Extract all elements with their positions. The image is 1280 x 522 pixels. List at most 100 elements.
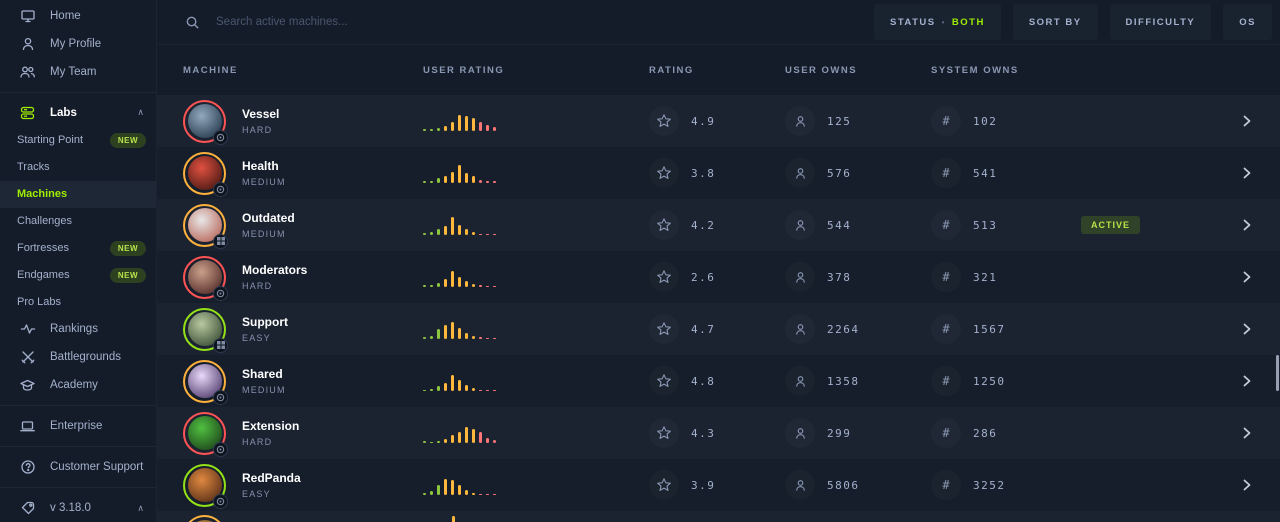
machine-row[interactable]: RedPanda EASY 3.9 5806 # 3252 <box>157 459 1280 511</box>
rating-bar <box>465 333 468 339</box>
machine-name: Moderators <box>242 263 308 277</box>
chevron-right-icon[interactable] <box>1213 167 1280 179</box>
hash-icon: # <box>931 106 961 136</box>
machine-difficulty: MEDIUM <box>242 229 286 239</box>
sidebar-item-starting-point[interactable]: Starting Point NEW <box>0 127 156 154</box>
rating-cell: 3.8 <box>649 158 785 188</box>
chevron-right-icon[interactable] <box>1213 115 1280 127</box>
sidebar-item-academy[interactable]: Academy <box>0 371 156 399</box>
machine-cell: RedPanda EASY <box>183 463 423 509</box>
rating-bar <box>437 441 440 443</box>
chevron-right-icon[interactable] <box>1213 427 1280 439</box>
hash-icon: # <box>931 314 961 344</box>
rating-bar <box>465 281 468 287</box>
user-icon <box>785 210 815 240</box>
sidebar-item-endgames[interactable]: Endgames NEW <box>0 262 156 289</box>
rating-bar <box>423 493 426 495</box>
sidebar-item-home[interactable]: Home <box>0 2 156 30</box>
machine-row[interactable]: Extension HARD 4.3 299 # 286 <box>157 407 1280 459</box>
sidebar-item-labs[interactable]: Labs ∧ <box>0 99 156 127</box>
user-owns-cell: 299 <box>785 418 931 448</box>
machine-avatar <box>183 255 228 301</box>
chevron-right-icon[interactable] <box>1213 271 1280 283</box>
sidebar-item-label: My Team <box>50 65 97 78</box>
rating-bar <box>430 181 433 183</box>
rating-cell: 2.6 <box>649 262 785 292</box>
rating-bar <box>423 181 426 183</box>
rating-bar <box>479 494 482 495</box>
chevron-right-icon[interactable] <box>1213 479 1280 491</box>
star-icon <box>649 106 679 136</box>
machine-difficulty: HARD <box>242 125 273 135</box>
rating-bar <box>472 429 475 443</box>
chevron-right-icon[interactable] <box>1213 375 1280 387</box>
sidebar-item-pro-labs[interactable]: Pro Labs <box>0 289 156 316</box>
rating-cell: 4.2 <box>649 210 785 240</box>
user-owns-cell: 576 <box>785 158 931 188</box>
chevron-right-icon[interactable] <box>1213 219 1280 231</box>
machine-cell: Extension HARD <box>183 411 423 457</box>
sidebar-item-label: Rankings <box>50 323 98 336</box>
sidebar-item-customer-support[interactable]: Customer Support <box>0 453 156 481</box>
sidebar-item-label: My Profile <box>50 37 102 50</box>
sidebar-item-fortresses[interactable]: Fortresses NEW <box>0 235 156 262</box>
machine-cell: Health MEDIUM <box>183 151 423 197</box>
rating-bar <box>472 493 475 495</box>
user-owns-value: 299 <box>827 426 852 440</box>
os-badge-icon <box>213 493 228 509</box>
machine-row[interactable]: Outdated MEDIUM 4.2 544 # 513 ACTIVE <box>157 199 1280 251</box>
machine-avatar <box>183 203 228 249</box>
rating-bar <box>465 229 468 235</box>
rating-bar <box>465 490 468 495</box>
sort-by-button[interactable]: SORT BY <box>1012 4 1098 40</box>
rating-bar <box>465 173 468 183</box>
rating-bar <box>472 336 475 339</box>
machine-cell: Outdated MEDIUM <box>183 203 423 249</box>
machine-row[interactable]: Shared MEDIUM 4.8 1358 # 1250 <box>157 355 1280 407</box>
machine-name: Vessel <box>242 107 280 121</box>
machine-row[interactable]: Support EASY 4.7 2264 # 1567 <box>157 303 1280 355</box>
sidebar-item-tracks[interactable]: Tracks <box>0 154 156 181</box>
sidebar-divider <box>0 446 156 448</box>
rating-bar <box>493 234 496 235</box>
status-filter-button[interactable]: STATUS • BOTH <box>873 4 1001 40</box>
sidebar-item-enterprise[interactable]: Enterprise <box>0 412 156 440</box>
sidebar-item-rankings[interactable]: Rankings <box>0 316 156 344</box>
rating-bar <box>444 226 447 235</box>
chevron-right-icon[interactable] <box>1213 323 1280 335</box>
rating-bar <box>486 438 489 443</box>
sidebar-item-challenges[interactable]: Challenges <box>0 208 156 235</box>
rating-bar <box>493 494 496 495</box>
user-icon <box>785 158 815 188</box>
search-input[interactable] <box>216 16 536 28</box>
search-icon <box>186 16 199 29</box>
machine-row[interactable]: Moderators HARD 2.6 378 # 321 <box>157 251 1280 303</box>
sidebar-item-my-team[interactable]: My Team <box>0 58 156 86</box>
machine-avatar <box>183 411 228 457</box>
sidebar-item-my-profile[interactable]: My Profile <box>0 30 156 58</box>
chevron-up-icon: ∧ <box>137 502 144 513</box>
machine-table-body: Vessel HARD 4.9 125 # 102 Health MEDIUM 3… <box>157 95 1280 511</box>
machine-row-partial[interactable] <box>157 511 1280 522</box>
scrollbar-thumb[interactable] <box>1276 355 1279 391</box>
rating-bar <box>458 328 461 339</box>
sidebar-item-machines[interactable]: Machines <box>0 180 156 208</box>
user-owns-cell: 125 <box>785 106 931 136</box>
rating-bar <box>472 388 475 391</box>
sidebar-item-battlegrounds[interactable]: Battlegrounds <box>0 343 156 371</box>
rating-bar <box>458 277 461 287</box>
sidebar-item-version[interactable]: v 3.18.0 ∧ <box>0 494 156 522</box>
rating-bar <box>458 165 461 183</box>
user-owns-value: 378 <box>827 270 852 284</box>
machine-row[interactable]: Health MEDIUM 3.8 576 # 541 <box>157 147 1280 199</box>
sidebar-item-label: Home <box>50 9 81 22</box>
os-filter-button[interactable]: OS <box>1223 4 1272 40</box>
labs-icon <box>19 104 36 121</box>
machine-difficulty: MEDIUM <box>242 385 286 395</box>
machine-row[interactable]: Vessel HARD 4.9 125 # 102 <box>157 95 1280 147</box>
difficulty-filter-button[interactable]: DIFFICULTY <box>1109 4 1212 40</box>
rating-value: 2.6 <box>691 270 716 284</box>
rating-cell: 3.9 <box>649 470 785 500</box>
machine-cell: Vessel HARD <box>183 99 423 145</box>
